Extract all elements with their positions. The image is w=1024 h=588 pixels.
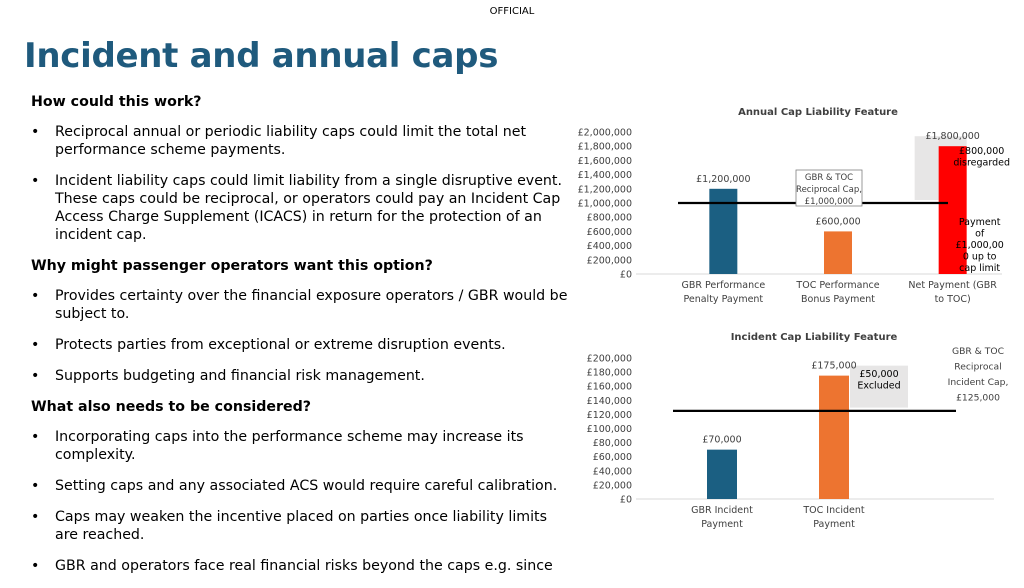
section-heading: Why might passenger operators want this … xyxy=(31,258,433,274)
chart-title: Annual Cap Liability Feature xyxy=(738,107,898,118)
y-tick-label: £200,000 xyxy=(587,255,632,266)
section-heading: What also needs to be considered? xyxy=(31,399,312,415)
excluded-annotation: £800,000 disregarded xyxy=(953,146,1010,169)
bar-3 xyxy=(938,146,967,274)
bar-1 xyxy=(709,188,738,274)
bullet-list: Reciprocal annual or periodic liability … xyxy=(31,123,571,244)
bullet-item: Provides certainty over the financial ex… xyxy=(31,287,571,323)
cap-label-box xyxy=(795,169,863,207)
data-label: £1,200,000 xyxy=(696,174,750,185)
bullet-item: GBR and operators face real financial ri… xyxy=(31,557,571,575)
y-tick-label: £0 xyxy=(620,270,632,281)
bullet-item: Reciprocal annual or periodic liability … xyxy=(31,123,571,159)
y-tick-label: £80,000 xyxy=(593,438,632,449)
bar-1 xyxy=(707,449,737,499)
incident-cap-chart-svg: Incident Cap Liability Feature £0 £20,000 £… xyxy=(587,332,1009,530)
y-tick-label: £140,000 xyxy=(587,396,632,407)
annual-cap-chart-svg: Annual Cap Liability Feature £0 £200,000 £4… xyxy=(578,107,1010,305)
y-tick-label: £200,000 xyxy=(587,354,632,365)
y-tick-label: £800,000 xyxy=(587,213,632,224)
chart-title: Incident Cap Liability Feature xyxy=(731,332,898,343)
bullet-list: Incorporating caps into the performance … xyxy=(31,428,571,575)
classification-label: OFFICIAL xyxy=(489,6,535,17)
category-label: TOC Incident Payment xyxy=(802,505,865,530)
y-tick-label: £100,000 xyxy=(587,424,632,435)
y-tick-label: £1,000,000 xyxy=(578,199,632,210)
body-text: How could this work? Reciprocal annual o… xyxy=(31,93,571,588)
bar-2 xyxy=(824,231,852,274)
y-tick-label: £1,800,000 xyxy=(578,142,632,153)
cap-label: GBR & TOC Reciprocal Incident Cap, £125,000 xyxy=(948,346,1009,404)
bullet-item: Incident liability caps could limit liab… xyxy=(31,172,571,244)
excluded-annotation: £50,000 Excluded xyxy=(857,369,900,392)
bullet-list: Provides certainty over the financial ex… xyxy=(31,287,571,385)
y-tick-label: £1,600,000 xyxy=(578,156,632,167)
annual-cap-chart: Annual Cap Liability Feature £0 £200,000 £4… xyxy=(570,100,1024,310)
bullet-item: Setting caps and any associated ACS woul… xyxy=(31,477,571,495)
category-label: GBR Incident Payment xyxy=(691,505,753,530)
section-heading: How could this work? xyxy=(31,94,202,110)
y-tick-label: £40,000 xyxy=(593,466,632,477)
category-label: TOC Performance Bonus Payment xyxy=(795,280,879,305)
bullet-item: Incorporating caps into the performance … xyxy=(31,428,571,464)
data-label: £175,000 xyxy=(811,361,856,372)
bullet-item: Caps may weaken the incentive placed on … xyxy=(31,508,571,544)
y-tick-label: £600,000 xyxy=(587,227,632,238)
data-label: £1,800,000 xyxy=(925,131,979,142)
data-label: £70,000 xyxy=(702,435,741,446)
page-title: Incident and annual caps xyxy=(24,36,499,76)
excluded-portion-box xyxy=(850,365,908,408)
y-tick-label: £0 xyxy=(620,495,632,506)
cap-payment-annotation: Payment of £1,000,00 0 up to cap limit xyxy=(955,217,1003,274)
y-tick-label: £60,000 xyxy=(593,452,632,463)
category-label: GBR Performance Penalty Payment xyxy=(681,280,765,305)
cap-label: GBR & TOC Reciprocal Cap, £1,000,000 xyxy=(796,173,862,207)
bullet-item: Supports budgeting and financial risk ma… xyxy=(31,367,571,385)
bullet-item: Protects parties from exceptional or ext… xyxy=(31,336,571,354)
y-tick-label: £120,000 xyxy=(587,410,632,421)
section-how: How could this work? Reciprocal annual o… xyxy=(31,93,571,244)
y-tick-label: £1,200,000 xyxy=(578,184,632,195)
section-why: Why might passenger operators want this … xyxy=(31,257,571,385)
y-tick-label: £180,000 xyxy=(587,368,632,379)
y-tick-label: £2,000,000 xyxy=(578,128,632,139)
incident-cap-chart: Incident Cap Liability Feature £0 £20,000 £… xyxy=(570,325,1024,535)
y-tick-label: £1,400,000 xyxy=(578,170,632,181)
bar-2 xyxy=(819,375,849,499)
data-label: £600,000 xyxy=(815,216,860,227)
y-tick-label: £20,000 xyxy=(593,480,632,491)
category-label: Net Payment (GBR to TOC) xyxy=(908,280,997,305)
y-tick-label: £400,000 xyxy=(587,241,632,252)
section-considerations: What also needs to be considered? Incorp… xyxy=(31,398,571,575)
y-tick-label: £160,000 xyxy=(587,382,632,393)
